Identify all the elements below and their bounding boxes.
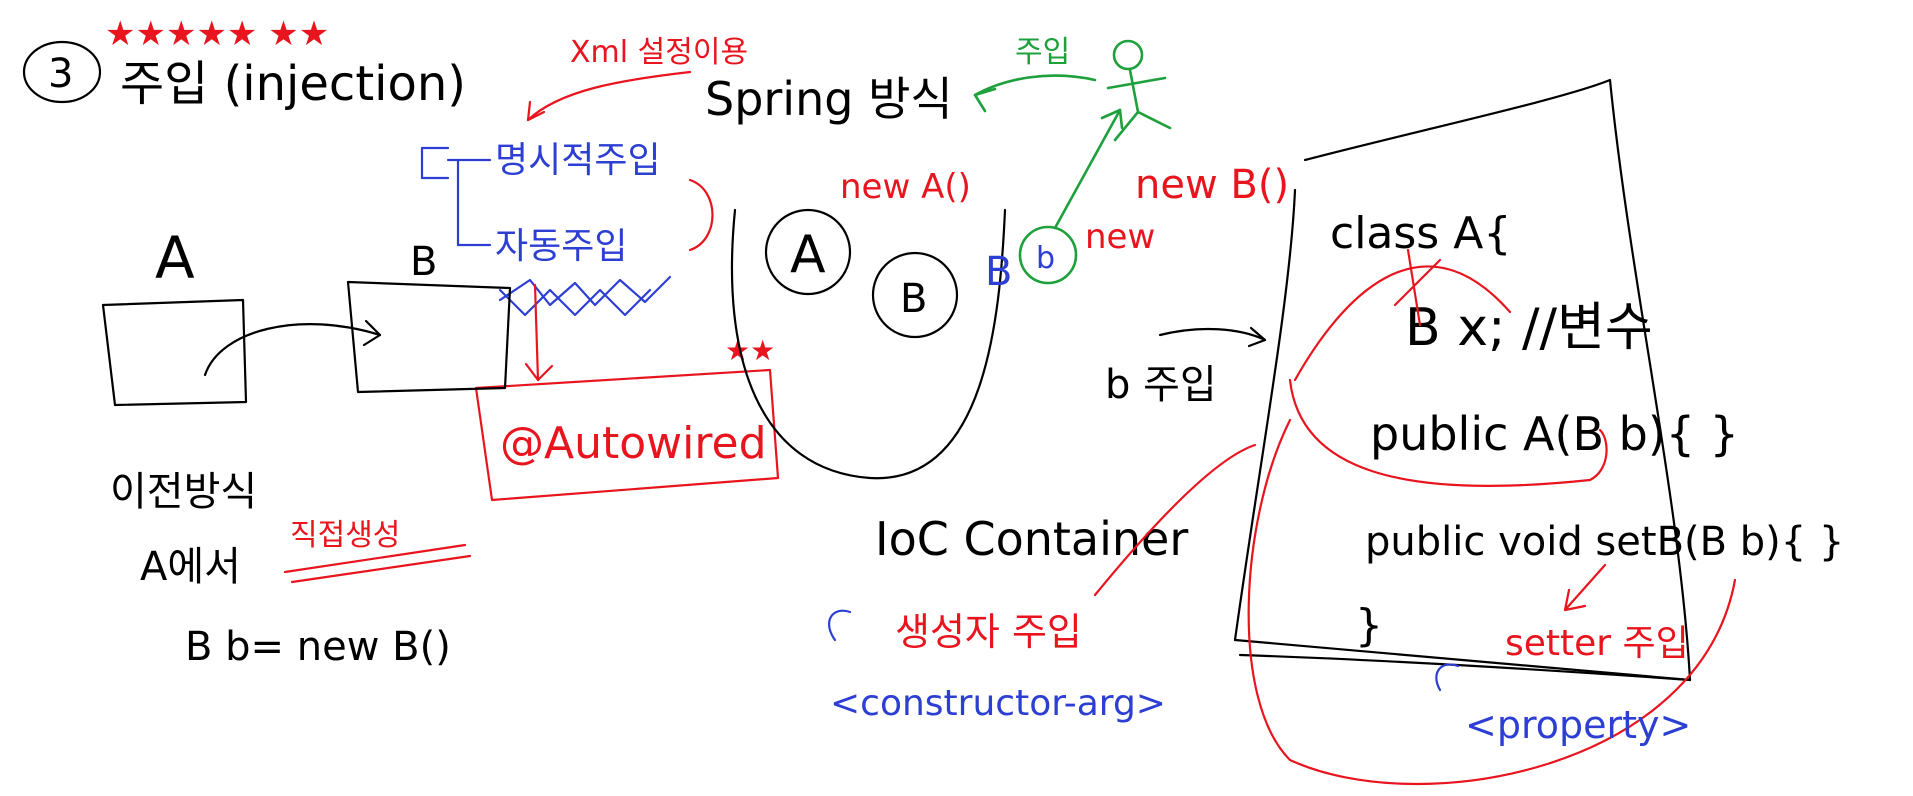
container-outline xyxy=(730,208,1007,480)
bean-b-side-label: B xyxy=(985,249,1012,295)
autowired-stars: ★★ xyxy=(725,334,775,367)
inject-arrowhead-spring xyxy=(973,87,997,113)
class-a-label: A xyxy=(155,224,195,292)
class-line-4: public void setB(B b){ } xyxy=(1365,519,1844,565)
figure-to-bean-line xyxy=(1053,108,1122,230)
red-loop-top xyxy=(1293,265,1512,382)
autowired-group: @Autowired ★★ xyxy=(474,283,780,502)
auto-injection: 자동주입 xyxy=(495,226,627,267)
ioc-container-label: IoC Container xyxy=(875,512,1188,566)
strike-lines xyxy=(283,543,472,584)
red-loop-bottom xyxy=(1247,418,1737,785)
inject-green-label: 주입 xyxy=(1015,35,1070,70)
class-line-1: class A{ xyxy=(1330,208,1511,259)
property-blue-arrow xyxy=(1435,663,1460,692)
heading-stars: ★★★★★ ★★ xyxy=(105,14,329,54)
figure-to-bean-arrowhead xyxy=(1100,108,1124,130)
direct-create-label: 직접생성 xyxy=(290,518,400,553)
b-inject-arrow xyxy=(1158,327,1267,342)
ctor-link-line xyxy=(1093,443,1257,597)
bracket-outer xyxy=(420,146,450,180)
number-circle xyxy=(22,40,102,104)
a-to-b-arrow xyxy=(203,323,382,377)
heading-group: 3 주입 (injection) ★★★★★ ★★ xyxy=(22,14,466,112)
setter-inject-label: setter 주입 xyxy=(1505,623,1689,664)
class-box: class A{ B x; //변수 public A(B b){ } publ… xyxy=(1105,78,1844,785)
ctor-blue-arrow xyxy=(828,609,852,642)
new-a-note: new A() xyxy=(840,167,971,207)
figure-body xyxy=(1106,68,1172,142)
explicit-injection: 명시적주입 xyxy=(495,140,661,181)
left-example: A B 이전방식 A에서 직접생성 B b= new B() xyxy=(101,224,512,670)
autowired-box xyxy=(474,368,780,502)
new-b-side-note: new xyxy=(1085,217,1155,257)
heading-number: 3 xyxy=(48,51,73,97)
bottom-notes: 생성자 주입 <constructor-arg> setter 주입 <prop… xyxy=(828,443,1691,747)
red-loop-mid xyxy=(1288,378,1608,488)
bean-b-circle xyxy=(871,251,959,339)
class-b-box xyxy=(346,280,512,394)
old-way-label: 이전방식 xyxy=(110,469,257,515)
injection-types: 명시적주입 자동주입 xyxy=(420,140,714,317)
xml-config-note: Xml 설정이용 xyxy=(570,35,748,70)
bean-a-label: A xyxy=(790,225,826,285)
setter-arrow xyxy=(1563,563,1607,612)
scribble-blue xyxy=(498,275,672,317)
class-a-box xyxy=(101,298,248,407)
ctor-tag-label: <constructor-arg> xyxy=(830,683,1166,724)
class-line-3: public A(B b){ } xyxy=(1370,407,1739,461)
old-way-code: B b= new B() xyxy=(185,624,451,670)
inject-arrow-to-spring xyxy=(973,74,1097,97)
heading-title: 주입 (injection) xyxy=(120,56,466,112)
class-b-label: B xyxy=(410,239,437,285)
bean-a-circle xyxy=(764,208,852,296)
spring-way-note: Spring 방식 xyxy=(705,72,953,126)
red-cross xyxy=(1393,248,1442,327)
ctor-inject-label: 생성자 주입 xyxy=(895,610,1082,654)
loop-red xyxy=(688,178,714,252)
in-a-label: A에서 xyxy=(140,544,241,590)
class-line-2: B x; //변수 xyxy=(1405,298,1653,358)
bean-b-label: B xyxy=(900,276,927,322)
a-to-b-arrowhead xyxy=(362,319,382,347)
b-inject-label: b 주입 xyxy=(1105,362,1217,408)
new-b-top-note: new B() xyxy=(1135,162,1289,208)
autowired-arrow-line xyxy=(533,283,540,382)
ioc-container: A B B b IoC Container xyxy=(730,208,1188,566)
xml-arrowhead xyxy=(526,100,546,122)
class-line-5: } xyxy=(1355,600,1383,651)
autowired-label: @Autowired xyxy=(500,418,767,469)
figure-head xyxy=(1112,39,1144,71)
bracket-branch xyxy=(446,158,492,247)
injector-figure: 주입 xyxy=(973,35,1172,230)
bean-b-small-circle xyxy=(1018,225,1078,285)
bean-b-small-label: b xyxy=(1036,241,1055,276)
class-box-bottom xyxy=(1238,653,1692,682)
b-inject-arrowhead xyxy=(1247,326,1267,348)
property-tag-label: <property> xyxy=(1465,703,1691,747)
xml-arrow xyxy=(526,70,692,122)
class-box-outline xyxy=(1233,78,1692,682)
autowired-arrowhead xyxy=(524,362,554,382)
